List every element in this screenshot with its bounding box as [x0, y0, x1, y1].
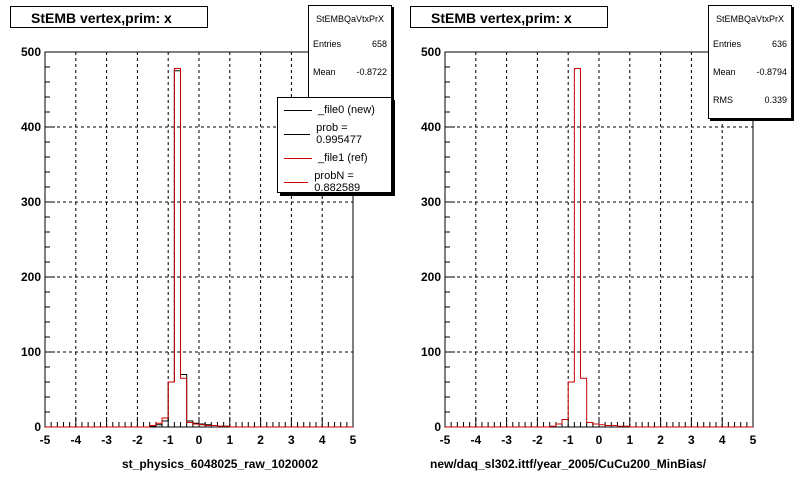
x-tick-label: -5	[40, 433, 51, 447]
y-tick-label: 0	[434, 420, 441, 434]
x-tick-label: 2	[657, 433, 664, 447]
legend-entry-new: _file0 (new)	[278, 98, 391, 122]
x-tick-label: 1	[226, 433, 233, 447]
x-tick-label: 4	[719, 433, 726, 447]
right-x-axis-label: new/daq_sl302.ittf/year_2005/CuCu200_Min…	[430, 457, 707, 471]
x-tick-label: 4	[319, 433, 326, 447]
legend-entry-ref: _file1 (ref)	[278, 146, 391, 170]
x-tick-label: 1	[626, 433, 633, 447]
y-tick-label: 300	[421, 195, 441, 209]
right-stats-mean-label: Mean	[713, 67, 736, 77]
left-stats-mean-label: Mean	[313, 67, 336, 77]
left-x-axis-label: st_physics_6048025_raw_1020002	[122, 457, 319, 471]
x-tick-label: -5	[440, 433, 451, 447]
x-tick-label: -1	[163, 433, 174, 447]
legend-label-new: _file0 (new)	[318, 104, 375, 116]
left-histogram-plot: -5 -4 -3 -2 -1 0 1 2 3 4 5 0 100 200 300 400 500	[21, 45, 357, 447]
y-tick-label: 200	[21, 270, 41, 284]
y-tick-label: 400	[21, 120, 41, 134]
x-tick-label: -3	[101, 433, 112, 447]
left-histogram-title: StEMB vertex,prim: x	[10, 6, 208, 28]
x-tick-label: 2	[257, 433, 264, 447]
y-tick-label: 0	[34, 420, 41, 434]
right-stats-entries-value: 636	[771, 39, 787, 49]
x-tick-label: 5	[750, 433, 757, 447]
right-stats-name: StEMBQaVtxPrX	[715, 14, 785, 24]
legend-label-ref: _file1 (ref)	[318, 152, 368, 164]
right-stats-mean-row: Mean -0.8794	[709, 58, 791, 86]
left-stats-name: StEMBQaVtxPrX	[315, 14, 385, 24]
y-tick-label: 300	[21, 195, 41, 209]
left-stats-mean-row: Mean -0.8722	[309, 58, 391, 86]
legend-line-new	[284, 109, 312, 111]
left-stats-entries-label: Entries	[313, 39, 342, 49]
x-tick-label: 0	[596, 433, 603, 447]
right-stats-rms-label: RMS	[713, 95, 733, 105]
legend-line-prob	[284, 133, 311, 135]
y-tick-label: 200	[421, 270, 441, 284]
right-stats-box: StEMBQaVtxPrX Entries 636 Mean -0.8794 R…	[708, 5, 792, 119]
comparison-legend: _file0 (new) prob = 0.995477 _file1 (ref…	[277, 97, 392, 193]
right-histogram-panel: -5 -4 -3 -2 -1 0 1 2 3 4 5 0 100 200 300 400 500 StEMB v…	[400, 0, 800, 480]
x-tick-label: 3	[288, 433, 295, 447]
legend-line-ref	[284, 157, 312, 159]
histogram-series-secondary	[45, 68, 353, 428]
x-tick-label: -4	[470, 433, 481, 447]
x-tick-label: -1	[563, 433, 574, 447]
left-stats-entries-row: Entries 658	[309, 30, 391, 58]
right-stats-entries-label: Entries	[713, 39, 742, 49]
legend-entry-prob: prob = 0.995477	[278, 122, 391, 146]
legend-line-probn	[284, 181, 309, 183]
y-tick-label: 400	[421, 120, 441, 134]
x-tick-label: -4	[70, 433, 81, 447]
x-tick-label: 0	[196, 433, 203, 447]
right-stats-mean-value: -0.8794	[756, 67, 787, 77]
legend-label-prob: prob = 0.995477	[316, 122, 362, 146]
right-stats-rms-row: RMS 0.339	[709, 86, 791, 114]
x-tick-label: 3	[688, 433, 695, 447]
left-stats-box: StEMBQaVtxPrX Entries 658 Mean -0.8722	[308, 5, 392, 115]
left-histogram-panel: -5 -4 -3 -2 -1 0 1 2 3 4 5 0 100 200 300 400 500 StEMB v…	[10, 5, 392, 471]
right-histogram-title: StEMB vertex,prim: x	[410, 6, 608, 28]
y-tick-label: 100	[421, 345, 441, 359]
x-tick-label: -2	[532, 433, 543, 447]
left-stats-entries-value: 658	[371, 39, 387, 49]
histogram-series-primary	[445, 68, 753, 428]
y-tick-label: 500	[21, 45, 41, 59]
y-tick-label: 500	[421, 45, 441, 59]
y-tick-label: 100	[21, 345, 41, 359]
legend-entry-probn: probN = 0.882589	[278, 170, 391, 193]
right-histogram-plot: -5 -4 -3 -2 -1 0 1 2 3 4 5 0 100 200 300 400 500	[421, 45, 757, 447]
x-tick-label: -3	[501, 433, 512, 447]
x-tick-label: 5	[350, 433, 357, 447]
right-stats-entries-row: Entries 636	[709, 30, 791, 58]
right-stats-rms-value: 0.339	[764, 95, 787, 105]
x-tick-label: -2	[132, 433, 143, 447]
left-stats-mean-value: -0.8722	[356, 67, 387, 77]
legend-label-probn: probN = 0.882589	[314, 170, 361, 193]
